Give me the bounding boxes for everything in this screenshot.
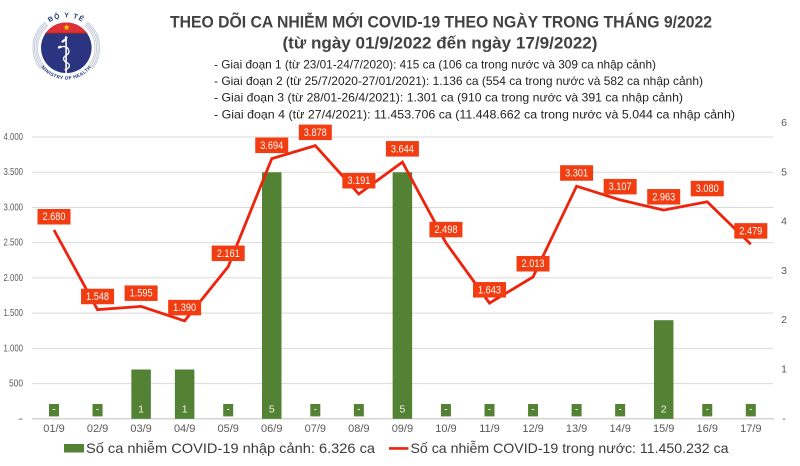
svg-text:-: -: [575, 405, 578, 416]
svg-text:1: 1: [138, 404, 144, 416]
svg-text:2.161: 2.161: [217, 248, 240, 260]
svg-text:10/9: 10/9: [435, 423, 456, 435]
svg-text:07/9: 07/9: [305, 423, 326, 435]
svg-text:6: 6: [781, 117, 787, 129]
svg-text:3.191: 3.191: [347, 175, 370, 187]
svg-text:-: -: [706, 405, 709, 416]
svg-text:1.500: 1.500: [4, 307, 24, 319]
svg-text:1: 1: [781, 364, 787, 376]
svg-text:06/9: 06/9: [261, 423, 282, 435]
svg-text:3.694: 3.694: [260, 140, 283, 152]
svg-text:3: 3: [781, 265, 787, 277]
svg-text:3.500: 3.500: [4, 166, 24, 178]
svg-text:2.963: 2.963: [652, 191, 675, 203]
svg-text:09/9: 09/9: [392, 423, 413, 435]
svg-text:5: 5: [269, 404, 275, 416]
svg-text:2.680: 2.680: [43, 211, 66, 223]
svg-text:2.000: 2.000: [4, 272, 24, 284]
svg-text:17/9: 17/9: [740, 423, 761, 435]
svg-text:02/9: 02/9: [87, 423, 108, 435]
svg-text:-: -: [52, 405, 55, 416]
svg-text:15/9: 15/9: [653, 423, 674, 435]
svg-text:16/9: 16/9: [697, 423, 718, 435]
svg-text:-: -: [96, 405, 99, 416]
svg-text:-: -: [314, 405, 317, 416]
svg-text:3.301: 3.301: [565, 167, 588, 179]
svg-text:4: 4: [781, 216, 787, 228]
svg-text:2: 2: [781, 314, 787, 326]
svg-text:2.479: 2.479: [739, 225, 762, 237]
svg-text:1.643: 1.643: [478, 284, 501, 296]
svg-text:2.500: 2.500: [4, 237, 24, 249]
svg-text:05/9: 05/9: [217, 423, 238, 435]
svg-text:4.000: 4.000: [4, 131, 24, 143]
svg-text:3.000: 3.000: [4, 201, 24, 213]
svg-text:5: 5: [399, 404, 405, 416]
svg-text:1.548: 1.548: [86, 291, 109, 303]
svg-text:14/9: 14/9: [609, 423, 630, 435]
svg-text:-: -: [618, 405, 621, 416]
svg-text:-: -: [444, 405, 447, 416]
svg-text:2: 2: [661, 404, 667, 416]
svg-text:- Giai đoạn 3 (từ 28/01-26/4/2: - Giai đoạn 3 (từ 28/01-26/4/2021): 1.30…: [214, 91, 683, 105]
svg-text:- Giai đoạn 4 (từ 27/4/2021):: - Giai đoạn 4 (từ 27/4/2021): 11.453.706…: [214, 107, 735, 121]
svg-text:1.000: 1.000: [4, 342, 24, 354]
svg-text:3.644: 3.644: [391, 143, 414, 155]
svg-text:Số ca nhiễm COVID-19 trong nướ: Số ca nhiễm COVID-19 trong nước: 11.450.…: [411, 440, 729, 456]
svg-text:13/9: 13/9: [566, 423, 587, 435]
svg-text:3.107: 3.107: [609, 181, 632, 193]
svg-text:-: -: [782, 413, 786, 425]
svg-text:03/9: 03/9: [130, 423, 151, 435]
svg-text:01/9: 01/9: [43, 423, 64, 435]
svg-text:-: -: [357, 405, 360, 416]
svg-text:12/9: 12/9: [522, 423, 543, 435]
svg-text:1.390: 1.390: [173, 302, 196, 314]
svg-text:-: -: [18, 413, 24, 425]
svg-text:04/9: 04/9: [174, 423, 195, 435]
svg-text:-: -: [749, 405, 752, 416]
svg-text:5: 5: [781, 166, 787, 178]
svg-text:2.498: 2.498: [434, 224, 457, 236]
svg-text:- Giai đoạn 2 (từ 25/7/2020-27: - Giai đoạn 2 (từ 25/7/2020-27/01/2021):…: [214, 74, 703, 88]
svg-text:(từ ngày 01/9/2022 đến ngày 17: (từ ngày 01/9/2022 đến ngày 17/9/2022): [283, 35, 598, 53]
svg-text:1: 1: [182, 404, 188, 416]
svg-text:-: -: [531, 405, 534, 416]
svg-text:1.595: 1.595: [130, 288, 153, 300]
svg-text:-: -: [227, 405, 230, 416]
svg-text:11/9: 11/9: [479, 423, 500, 435]
svg-text:- Giai đoạn 1 (từ 23/01-24/7/2: - Giai đoạn 1 (từ 23/01-24/7/2020): 415 …: [214, 57, 656, 71]
svg-text:08/9: 08/9: [348, 423, 369, 435]
svg-text:2.013: 2.013: [522, 258, 545, 270]
svg-text:THEO DÕI CA NHIỄM MỚI COVID-19: THEO DÕI CA NHIỄM MỚI COVID-19 THEO NGÀY…: [170, 12, 712, 32]
svg-text:3.080: 3.080: [696, 183, 719, 195]
svg-text:3.878: 3.878: [304, 127, 327, 139]
svg-text:BỘ Y TẾ: BỘ Y TẾ: [47, 11, 87, 24]
svg-text:-: -: [488, 405, 491, 416]
svg-text:500: 500: [9, 378, 23, 390]
svg-text:Số ca nhiễm COVID-19 nhập cảnh: Số ca nhiễm COVID-19 nhập cảnh: 6.326 ca: [86, 440, 375, 456]
